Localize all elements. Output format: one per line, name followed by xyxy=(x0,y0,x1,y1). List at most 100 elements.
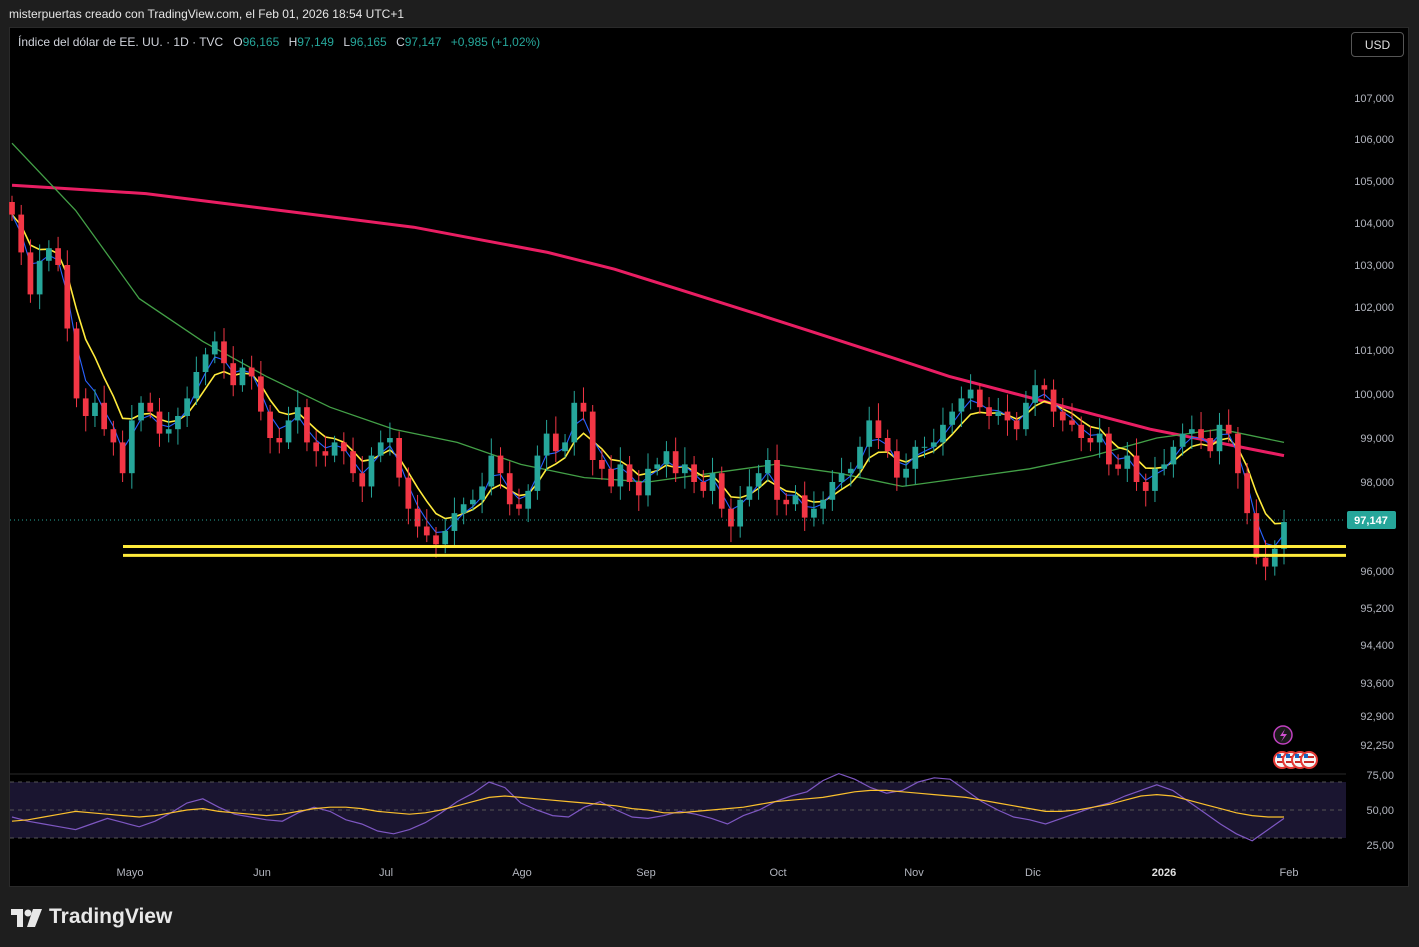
low-value: 96,165 xyxy=(350,35,387,49)
us-flag-icon xyxy=(1304,756,1314,758)
candle-body xyxy=(1013,420,1020,430)
candle xyxy=(27,239,34,303)
candle xyxy=(258,361,264,421)
candle-body xyxy=(562,442,568,452)
price-tick-label: 92,250 xyxy=(1360,740,1394,752)
candle xyxy=(1078,416,1085,452)
candle-body xyxy=(949,411,956,425)
candle xyxy=(654,457,661,476)
candle xyxy=(322,435,329,467)
candle-body xyxy=(156,411,163,434)
candle xyxy=(414,494,421,538)
lightning-icon xyxy=(1280,729,1287,742)
candle xyxy=(764,448,771,482)
event-icons[interactable] xyxy=(1273,725,1318,769)
candle xyxy=(976,383,983,414)
candle-body xyxy=(1262,557,1269,567)
tradingview-brand[interactable]: TradingView xyxy=(11,905,172,929)
us-flag-icon xyxy=(1277,756,1287,758)
candle xyxy=(479,472,485,514)
candle xyxy=(1059,397,1066,432)
candle-body xyxy=(847,468,854,474)
candle-body xyxy=(1142,482,1149,491)
candle xyxy=(36,244,43,310)
candle xyxy=(184,386,190,427)
candle-body xyxy=(423,526,430,536)
candle-body xyxy=(73,328,80,399)
candle xyxy=(912,440,919,485)
candle-body xyxy=(976,389,983,408)
candle-body xyxy=(36,260,43,295)
candle-body xyxy=(377,442,384,456)
candle-body xyxy=(534,455,541,491)
candle-body xyxy=(1041,385,1048,390)
candle xyxy=(534,445,541,500)
candle xyxy=(18,204,25,265)
candle-body xyxy=(1188,429,1195,434)
price-tick-label: 93,600 xyxy=(1360,678,1394,690)
candle-body xyxy=(903,468,909,478)
candle xyxy=(442,518,449,554)
candle xyxy=(1133,438,1140,491)
candle-body xyxy=(1032,385,1038,403)
candle-body xyxy=(92,402,98,416)
candle-body xyxy=(857,446,863,469)
candle-body xyxy=(1244,473,1250,514)
candle-body xyxy=(211,341,218,355)
candle xyxy=(1216,412,1223,465)
candle-body xyxy=(894,451,900,478)
time-tick-label: Dic xyxy=(1025,867,1041,879)
candle-body xyxy=(516,504,522,509)
price-tick-label: 96,000 xyxy=(1360,566,1394,578)
candle-body xyxy=(755,473,762,487)
candle xyxy=(138,396,144,432)
candle xyxy=(92,389,98,427)
candle-body xyxy=(433,535,439,545)
price-tick-label: 100,000 xyxy=(1354,389,1394,401)
price-tick-label: 107,000 xyxy=(1354,93,1394,105)
candle-body xyxy=(718,473,725,509)
candle xyxy=(525,484,532,523)
candle xyxy=(470,489,476,511)
candle xyxy=(1106,427,1112,476)
candle xyxy=(82,388,89,432)
candle-body xyxy=(654,464,661,469)
us-flag-icon xyxy=(1295,761,1305,763)
candle xyxy=(1041,378,1048,399)
high-value: 97,149 xyxy=(297,35,334,49)
price-tick-label: 92,900 xyxy=(1360,711,1394,723)
candle xyxy=(1050,379,1057,427)
candle-body xyxy=(1170,446,1177,465)
candle xyxy=(921,436,928,458)
rsi-tick-label: 50,00 xyxy=(1366,805,1394,817)
us-flag-icon xyxy=(1304,761,1314,763)
main-price-pane xyxy=(9,142,1346,581)
candle-body xyxy=(267,411,273,438)
candle xyxy=(857,436,863,478)
candle xyxy=(405,467,412,525)
open-label: O xyxy=(233,35,243,49)
candle xyxy=(820,491,826,525)
currency-button[interactable]: USD xyxy=(1351,32,1404,57)
candle-body xyxy=(1235,433,1241,474)
candle xyxy=(599,449,605,480)
candle-body xyxy=(1207,438,1214,452)
candle xyxy=(423,509,430,543)
candle xyxy=(1013,412,1020,441)
price-tick-label: 105,000 xyxy=(1354,176,1394,188)
candle xyxy=(1096,418,1103,458)
candle xyxy=(1170,440,1177,478)
candle-body xyxy=(552,433,559,452)
candle-body xyxy=(396,438,402,478)
us-flag-icon xyxy=(1300,751,1318,769)
candle-body xyxy=(9,202,15,215)
candle-body xyxy=(1124,455,1131,469)
price-tick-label: 106,000 xyxy=(1354,134,1394,146)
candle xyxy=(396,431,402,487)
time-tick-label: Ago xyxy=(512,867,532,879)
candle xyxy=(691,456,697,494)
candle xyxy=(552,416,559,463)
candle xyxy=(746,469,753,507)
candle-body xyxy=(460,504,467,514)
